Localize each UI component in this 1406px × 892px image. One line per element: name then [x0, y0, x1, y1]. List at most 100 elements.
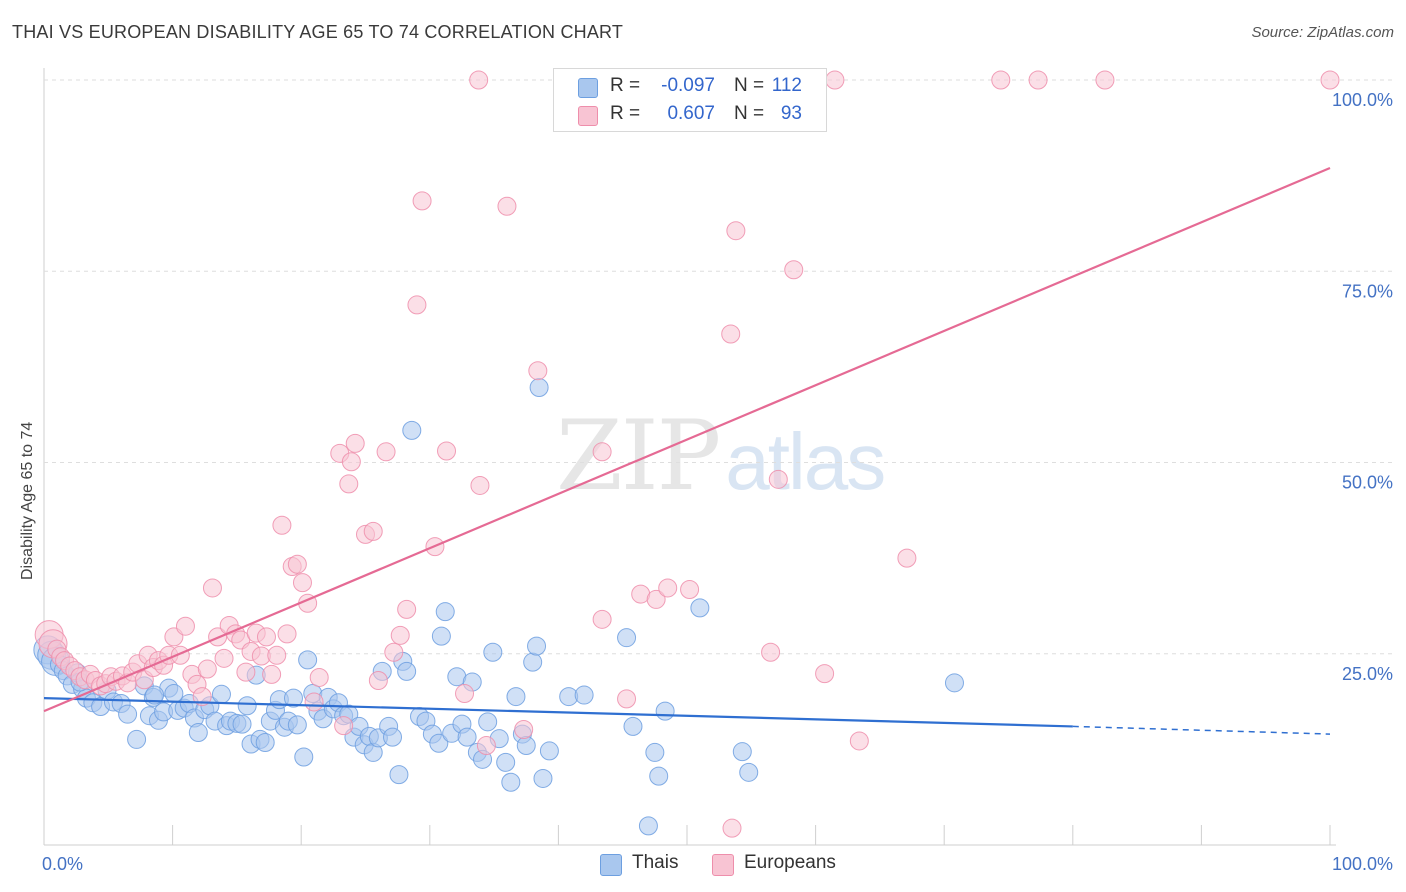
europeans-point — [363, 521, 383, 541]
thais-point — [237, 696, 257, 716]
legend-r-value: 0.607 — [667, 103, 715, 124]
europeans-point — [236, 662, 256, 682]
watermark: ZIPatlas — [556, 400, 886, 512]
thais-point — [574, 685, 594, 705]
europeans-point — [470, 475, 490, 495]
thais-point — [645, 742, 665, 762]
europeans-point — [202, 578, 222, 598]
europeans-point — [309, 667, 329, 687]
source-credit: Source: ZipAtlas.com — [1251, 24, 1394, 41]
thais-point — [389, 765, 409, 785]
thais-point — [501, 772, 521, 792]
thais-point — [402, 420, 422, 440]
thais-point — [638, 816, 658, 836]
europeans-point — [214, 648, 234, 668]
europeans-point — [476, 736, 496, 756]
europeans-point — [304, 692, 324, 712]
europeans-point — [376, 442, 396, 462]
legend-row-europeans: R = 0.607 N = 93 — [554, 100, 826, 128]
europeans-point — [384, 642, 404, 662]
thais-point — [732, 742, 752, 762]
europeans-trend-line — [43, 166, 1331, 713]
thais-point — [483, 642, 503, 662]
legend-swatch-europeans — [578, 106, 598, 126]
europeans-point — [617, 689, 637, 709]
europeans-point — [991, 70, 1011, 90]
thais-point — [523, 652, 543, 672]
thais-point — [539, 741, 559, 761]
legend-n-label: N = — [734, 75, 765, 96]
legend-label-thais: Thais — [632, 852, 679, 873]
europeans-point — [722, 818, 742, 838]
thais-point — [496, 752, 516, 772]
y-tick-label: 25.0% — [1342, 664, 1393, 684]
legend-r-label: R = — [610, 75, 641, 96]
thais-point — [127, 729, 147, 749]
europeans-point — [680, 579, 700, 599]
europeans-point — [849, 731, 869, 751]
europeans-point — [334, 716, 354, 736]
europeans-point — [341, 452, 361, 472]
europeans-point — [1095, 70, 1115, 90]
chart-title: THAI VS EUROPEAN DISABILITY AGE 65 TO 74… — [12, 22, 624, 42]
thais-point — [516, 736, 536, 756]
europeans-point — [455, 684, 475, 704]
europeans-point — [658, 578, 678, 598]
europeans-point — [407, 295, 427, 315]
europeans-point — [469, 70, 489, 90]
europeans-point — [256, 627, 276, 647]
europeans-point — [761, 642, 781, 662]
thais-point — [649, 766, 669, 786]
thais-point — [431, 626, 451, 646]
y-tick-label: 100.0% — [1332, 90, 1393, 110]
europeans-point — [592, 442, 612, 462]
europeans-point — [768, 469, 788, 489]
thais-point — [655, 701, 675, 721]
europeans-point — [397, 599, 417, 619]
europeans-point — [721, 324, 741, 344]
legend-n-value: 112 — [771, 75, 802, 96]
legend-n-label: N = — [734, 103, 765, 124]
europeans-point — [437, 441, 457, 461]
europeans-point — [592, 609, 612, 629]
x-tick-label: 0.0% — [42, 854, 83, 874]
thais-point — [211, 684, 231, 704]
thais-point — [283, 688, 303, 708]
thais-point — [188, 723, 208, 743]
thais-point — [529, 378, 549, 398]
thais-point — [232, 714, 252, 734]
legend-label-europeans: Europeans — [744, 852, 836, 873]
europeans-point — [292, 573, 312, 593]
legend-n-value: 93 — [780, 103, 802, 124]
europeans-point — [192, 687, 212, 707]
thais-point — [118, 704, 138, 724]
europeans-point — [646, 589, 666, 609]
legend-swatch-thais — [578, 78, 598, 98]
thais-point — [287, 715, 307, 735]
europeans-point — [267, 645, 287, 665]
thais-point — [294, 747, 314, 767]
y-tick-label: 75.0% — [1342, 281, 1393, 301]
thais-point — [617, 628, 637, 648]
europeans-point — [825, 70, 845, 90]
y-tick-label: 50.0% — [1342, 473, 1393, 493]
thais-point — [397, 661, 417, 681]
thais-point — [690, 598, 710, 618]
thais-trend-line — [43, 697, 1073, 728]
thais-point — [435, 602, 455, 622]
thais-point — [457, 727, 477, 747]
europeans-point — [514, 719, 534, 739]
thais-point — [145, 685, 165, 705]
thais-point — [478, 712, 498, 732]
europeans-point — [528, 361, 548, 381]
europeans-point — [368, 671, 388, 691]
thais-trend-line-extension — [1072, 725, 1331, 735]
thais-point — [506, 687, 526, 707]
europeans-point — [339, 474, 359, 494]
thais-point — [255, 732, 275, 752]
europeans-point — [1028, 70, 1048, 90]
europeans-point — [175, 616, 195, 636]
europeans-point — [412, 191, 432, 211]
europeans-point — [272, 515, 292, 535]
